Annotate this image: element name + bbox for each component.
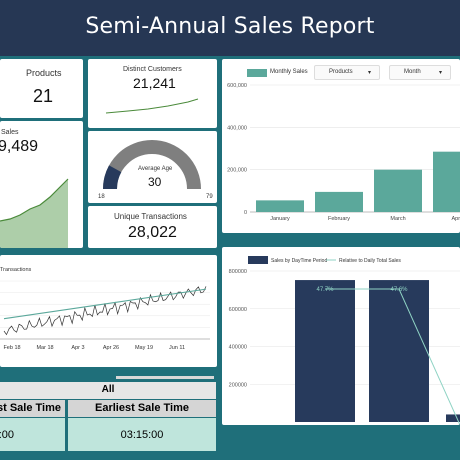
y-tick-label: 0 [244, 210, 247, 216]
customers-value: 21,241 [133, 75, 176, 91]
x-tick-label: Apr 26 [103, 345, 119, 351]
sales-card: Sales 9,489 [0, 121, 83, 248]
trend-title: Transactions [0, 267, 32, 273]
products-dropdown[interactable]: Products ▾ [314, 65, 380, 80]
sale-time-table-block: All Latest Sale Time Earliest Sale Time … [0, 372, 217, 460]
sales-area-chart [0, 178, 69, 248]
gauge-max: 79 [206, 194, 213, 200]
monthly-bar [256, 200, 304, 212]
column-header-latest-label: Latest Sale Time [0, 402, 61, 414]
daytime-sales-chart: Sales by DayTime Period Relative to Daily… [229, 256, 460, 425]
products-dropdown-label: Products [329, 69, 353, 75]
age-gauge-card: Average Age 30 18 79 [88, 131, 217, 203]
transactions-line-chart: Transactions Feb 18 Mar 18 Apr 3 Apr 26 May 1… [0, 267, 210, 351]
relative-line [325, 288, 460, 425]
x-tick-label: Jun 11 [169, 345, 185, 351]
x-tick-label: Feb 18 [3, 345, 20, 351]
monthly-legend-label: Monthly Sales [270, 69, 308, 75]
transactions-label: Unique Transactions [114, 212, 187, 221]
report-header: Semi-Annual Sales Report [0, 0, 460, 56]
group-header-label: All [101, 384, 115, 395]
gauge-value: 30 [148, 175, 162, 189]
monthly-bar [433, 151, 460, 212]
sales-label: Sales [1, 129, 19, 136]
transactions-card: Unique Transactions 28,022 [88, 206, 217, 248]
age-gauge [103, 140, 201, 190]
x-tick-label: Mar 18 [36, 345, 53, 351]
customers-label: Distinct Customers [123, 66, 182, 73]
month-dropdown-label: Month [404, 69, 421, 75]
daytime-bar [446, 414, 460, 422]
earliest-sale-time: 03:15:00 [120, 429, 164, 441]
y-tick-label: 600000 [229, 307, 247, 313]
gauge-min: 18 [98, 194, 105, 200]
monthly-bar [374, 169, 422, 212]
sales-value: 9,489 [0, 138, 39, 155]
products-value: 21 [33, 86, 54, 106]
x-tick-label: April [451, 216, 460, 222]
daytime-sales-card: Sales by DayTime Period Relative to Daily… [222, 247, 460, 425]
gauge-label: Average Age [138, 166, 173, 172]
daytime-bar [295, 280, 355, 422]
legend-bar-swatch [248, 256, 268, 264]
y-tick-label: 400,000 [227, 125, 247, 131]
customers-card: Distinct Customers 21,241 [88, 59, 217, 128]
gauge-fill [103, 165, 122, 190]
chevron-down-icon: ▾ [367, 70, 371, 76]
x-tick-label: Apr 3 [71, 345, 84, 351]
x-tick-label: March [390, 216, 405, 222]
products-card: Products 21 [0, 59, 83, 118]
column-header-latest[interactable]: Latest Sale Time [0, 400, 65, 417]
chevron-down-icon: ▾ [438, 70, 442, 76]
legend-bar-label: Sales by DayTime Period [271, 258, 327, 264]
y-tick-label: 200,000 [227, 168, 247, 174]
scrollbar[interactable] [116, 376, 214, 379]
x-tick-label: January [270, 216, 290, 222]
column-header-earliest-label: Earliest Sale Time [95, 402, 189, 414]
x-tick-label: February [328, 216, 350, 222]
column-header-earliest[interactable]: Earliest Sale Time [68, 400, 216, 417]
x-tick-label: May 19 [135, 345, 153, 351]
customers-sparkline [105, 98, 199, 114]
y-tick-label: 400000 [229, 345, 247, 351]
trend-line [3, 288, 207, 320]
monthly-sales-chart: 600,000 400,000 200,000 0 January February Mar… [227, 83, 460, 222]
table-cell-latest: 00:00 [0, 418, 65, 451]
y-tick-label: 800000 [229, 269, 247, 275]
table-cell-earliest: 03:15:00 [68, 418, 216, 451]
page-title: Semi-Annual Sales Report [85, 14, 375, 39]
bar-data-label: 47.7% [316, 287, 334, 293]
legend-line-label: Relative to Daily Total Sales [339, 258, 401, 264]
latest-sale-time: 00:00 [0, 429, 14, 441]
monthly-bar [315, 191, 363, 212]
month-dropdown[interactable]: Month ▾ [389, 65, 451, 80]
products-label: Products [26, 68, 62, 78]
daytime-bar [369, 280, 429, 422]
y-tick-label: 600,000 [227, 83, 247, 89]
transactions-value: 28,022 [128, 224, 177, 241]
table-group-header: All [0, 382, 216, 399]
monthly-sales-card: Monthly Sales Products ▾ Month ▾ 600,000… [222, 59, 460, 233]
monthly-legend-swatch [247, 69, 267, 77]
transactions-trend-card: Transactions Feb 18 Mar 18 Apr 3 Apr 26 May 1… [0, 255, 217, 367]
y-tick-label: 200000 [229, 382, 247, 388]
